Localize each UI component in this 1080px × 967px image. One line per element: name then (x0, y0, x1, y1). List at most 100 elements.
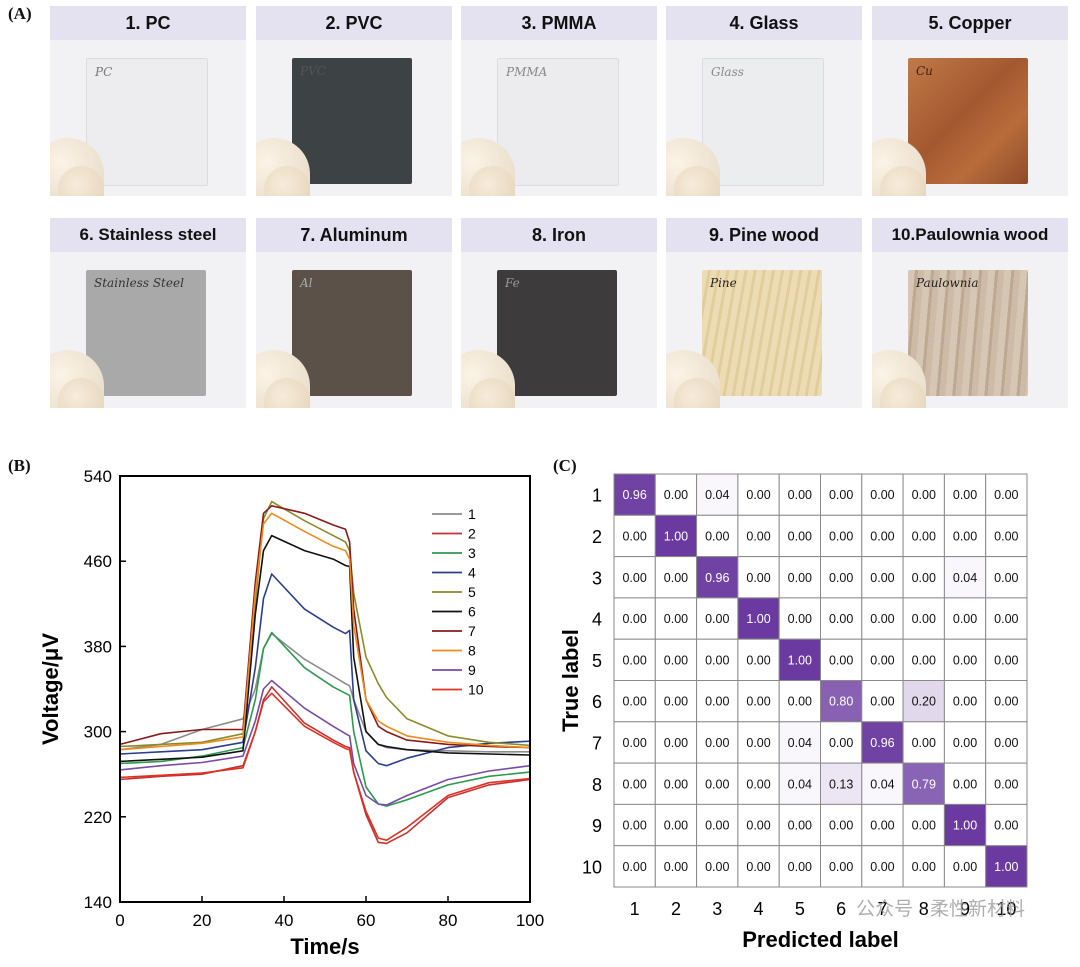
sample-tile: 9. Pine wood Pine (666, 218, 862, 408)
cell-value: 0.00 (746, 777, 770, 791)
cell-value: 0.00 (788, 819, 812, 833)
cell-value: 0.00 (870, 571, 894, 585)
x-axis-title: Time/s (290, 934, 359, 959)
sample-photo: Stainless Steel (50, 252, 246, 408)
matrix-cell (902, 473, 945, 516)
matrix-cell (654, 845, 698, 888)
cell-value: 0.00 (746, 653, 770, 667)
matrix-cell (696, 680, 739, 723)
matrix-cell (778, 556, 821, 599)
gloved-thumb (58, 166, 104, 196)
matrix-cell (861, 473, 904, 516)
sample-handwritten-label: Glass (711, 65, 744, 79)
cell-value: 0.00 (664, 736, 688, 750)
sample-photo: PMMA (461, 40, 657, 196)
cell-value: 0.00 (788, 529, 812, 543)
sample-tile: 2. PVC PVC (256, 6, 452, 196)
sample-photo: PC (50, 40, 246, 196)
cell-value: 0.00 (912, 612, 936, 626)
cell-value: 0.04 (788, 736, 812, 750)
gloved-thumb (264, 378, 310, 408)
matrix-cell (613, 473, 656, 516)
matrix-cell (778, 473, 821, 516)
cell-value: 0.00 (912, 860, 936, 874)
matrix-cell (778, 514, 821, 558)
cell-value: 0.00 (953, 860, 977, 874)
sample-handwritten-label: Stainless Steel (94, 276, 184, 290)
x-tick-label: 4 (754, 899, 764, 919)
cell-value: 0.00 (994, 612, 1018, 626)
matrix-cell (654, 473, 698, 516)
cell-value: 0.00 (994, 695, 1018, 709)
sample-handwritten-label: Pine (710, 276, 737, 290)
matrix-cell (861, 803, 904, 847)
cell-value: 1.00 (746, 612, 770, 626)
cell-value: 0.00 (994, 488, 1018, 502)
matrix-cell (820, 680, 863, 723)
cell-value: 0.00 (994, 777, 1018, 791)
cell-value: 0.00 (870, 860, 894, 874)
matrix-cell (613, 638, 656, 681)
matrix-cell (985, 762, 1028, 805)
cell-value: 0.00 (622, 571, 646, 585)
matrix-cell (696, 473, 739, 516)
sample-title: 8. Iron (461, 218, 657, 252)
matrix-cell (737, 680, 780, 723)
sample-sheet: Al (292, 270, 412, 396)
cell-value: 0.00 (622, 612, 646, 626)
cell-value: 0.00 (746, 695, 770, 709)
y-tick-label: 140 (84, 893, 112, 912)
cell-value: 0.00 (664, 777, 688, 791)
sample-photo: Glass (666, 40, 862, 196)
sample-title: 10.Paulownia wood (872, 218, 1068, 252)
matrix-cell (613, 556, 656, 599)
sample-photo: Al (256, 252, 452, 408)
matrix-cell (778, 721, 821, 764)
matrix-cell (985, 845, 1028, 888)
sample-tile: 8. Iron Fe (461, 218, 657, 408)
cell-value: 0.00 (622, 860, 646, 874)
cell-value: 1.00 (994, 860, 1018, 874)
sample-photo: PVC (256, 40, 452, 196)
series-line (119, 534, 531, 763)
x-tick-label: 1 (630, 899, 640, 919)
legend-label: 8 (468, 643, 476, 659)
sample-handwritten-label: PVC (300, 64, 326, 78)
x-axis-title: Predicted label (742, 927, 899, 952)
cell-value: 0.00 (912, 736, 936, 750)
y-tick-label: 460 (84, 552, 112, 571)
gloved-thumb (880, 166, 926, 196)
cell-value: 0.00 (953, 777, 977, 791)
matrix-cell (985, 514, 1028, 558)
cell-value: 0.04 (705, 488, 729, 502)
x-tick-label: 9 (960, 899, 970, 919)
sample-title: 5. Copper (872, 6, 1068, 40)
cell-value: 0.00 (953, 488, 977, 502)
sample-sheet: PVC (292, 58, 412, 184)
cell-value: 0.00 (953, 736, 977, 750)
sample-tile: 7. Aluminum Al (256, 218, 452, 408)
matrix-cell (861, 762, 904, 805)
cell-value: 0.00 (870, 529, 894, 543)
sample-handwritten-label: PC (95, 65, 113, 79)
matrix-cell (654, 597, 698, 640)
cell-value: 0.00 (664, 488, 688, 502)
cell-value: 0.96 (622, 488, 646, 502)
matrix-cell (943, 762, 987, 805)
y-tick-label: 300 (84, 723, 112, 742)
sample-sheet: Glass (702, 58, 824, 186)
x-tick-label: 80 (439, 911, 458, 930)
cell-value: 0.00 (664, 571, 688, 585)
cell-value: 0.00 (746, 529, 770, 543)
cell-value: 0.00 (788, 488, 812, 502)
matrix-cell (820, 721, 863, 764)
plot-frame (119, 475, 531, 903)
cell-value: 0.00 (664, 819, 688, 833)
legend-label: 1 (468, 506, 476, 522)
sample-sheet: PMMA (497, 58, 619, 186)
legend-label: 10 (468, 682, 484, 698)
cell-value: 0.00 (994, 736, 1018, 750)
sample-photo: Pine (666, 252, 862, 408)
series-line (119, 686, 531, 845)
cell-value: 0.00 (664, 695, 688, 709)
